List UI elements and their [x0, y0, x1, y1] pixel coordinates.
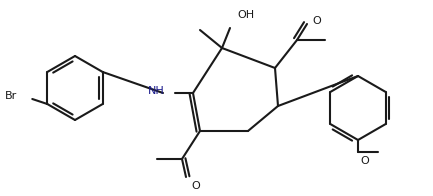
- Text: OH: OH: [237, 10, 255, 20]
- Text: O: O: [360, 156, 369, 166]
- Text: NH: NH: [148, 86, 165, 96]
- Text: O: O: [191, 181, 200, 191]
- Text: Br: Br: [5, 91, 17, 101]
- Text: O: O: [312, 16, 321, 26]
